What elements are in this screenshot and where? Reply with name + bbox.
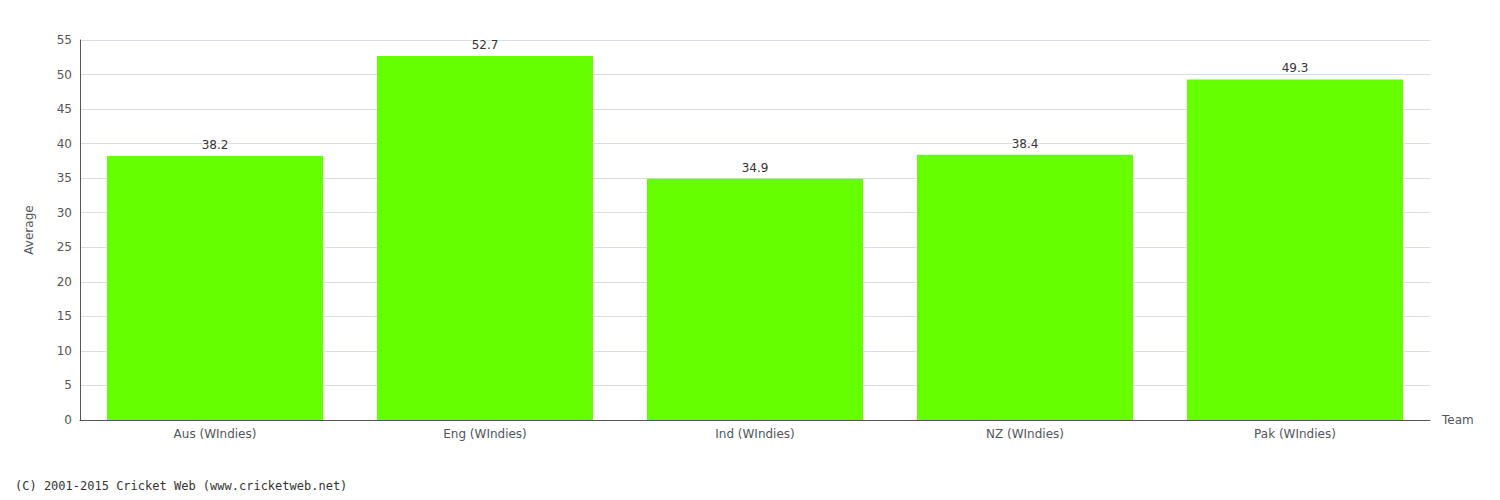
svg-text:15: 15	[57, 309, 72, 323]
svg-text:20: 20	[57, 275, 72, 289]
svg-text:40: 40	[57, 137, 72, 151]
svg-text:34.9: 34.9	[742, 161, 769, 175]
svg-text:30: 30	[57, 206, 72, 220]
svg-text:49.3: 49.3	[1282, 61, 1309, 75]
svg-text:Ind (WIndies): Ind (WIndies)	[715, 427, 795, 441]
svg-text:45: 45	[57, 102, 72, 116]
svg-text:10: 10	[57, 344, 72, 358]
svg-text:(C) 2001-2015 Cricket Web (www: (C) 2001-2015 Cricket Web (www.cricketwe…	[15, 479, 347, 493]
svg-text:25: 25	[57, 240, 72, 254]
svg-text:52.7: 52.7	[472, 38, 499, 52]
svg-text:35: 35	[57, 171, 72, 185]
svg-text:5: 5	[64, 378, 72, 392]
svg-text:50: 50	[57, 68, 72, 82]
svg-text:Team: Team	[1441, 413, 1474, 427]
svg-text:38.4: 38.4	[1012, 137, 1039, 151]
svg-text:Aus (WIndies): Aus (WIndies)	[174, 427, 257, 441]
svg-text:Eng (WIndies): Eng (WIndies)	[443, 427, 527, 441]
svg-text:0: 0	[64, 413, 72, 427]
svg-text:55: 55	[57, 33, 72, 47]
svg-text:Pak (WIndies): Pak (WIndies)	[1254, 427, 1336, 441]
svg-text:NZ (WIndies): NZ (WIndies)	[986, 427, 1064, 441]
svg-text:Average: Average	[22, 205, 36, 254]
svg-text:38.2: 38.2	[202, 138, 229, 152]
